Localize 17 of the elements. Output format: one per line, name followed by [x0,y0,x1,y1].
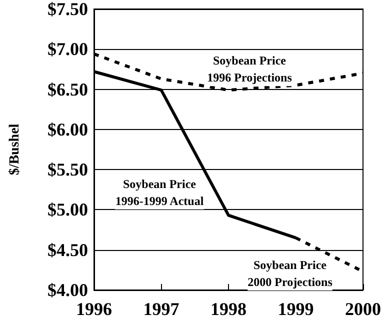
y-tick-label: $7.00 [48,39,88,60]
series-label: Soybean Price 1996-1999 Actual [115,176,204,208]
y-tick-label: $7.50 [48,0,88,19]
y-axis-title: $/Bushel [8,124,22,176]
x-tick-label: 1996 [76,299,112,319]
x-tick-label: 1998 [210,299,246,319]
series-label: Soybean Price 2000 Projections [248,258,333,290]
y-tick-label: $4.50 [48,240,88,260]
y-tick-label: $5.50 [48,160,88,180]
x-tick-label: 1997 [143,299,180,319]
y-tick-label: $4.00 [48,280,88,300]
x-tick-label: 1999 [278,299,314,319]
y-tick-label: $6.00 [48,119,88,140]
x-tick-label: 2000 [345,299,381,319]
series-label: Soybean Price 1996 Projections [207,54,292,85]
y-tick-label: $5.00 [48,200,88,220]
y-tick-label: $6.50 [48,79,88,100]
